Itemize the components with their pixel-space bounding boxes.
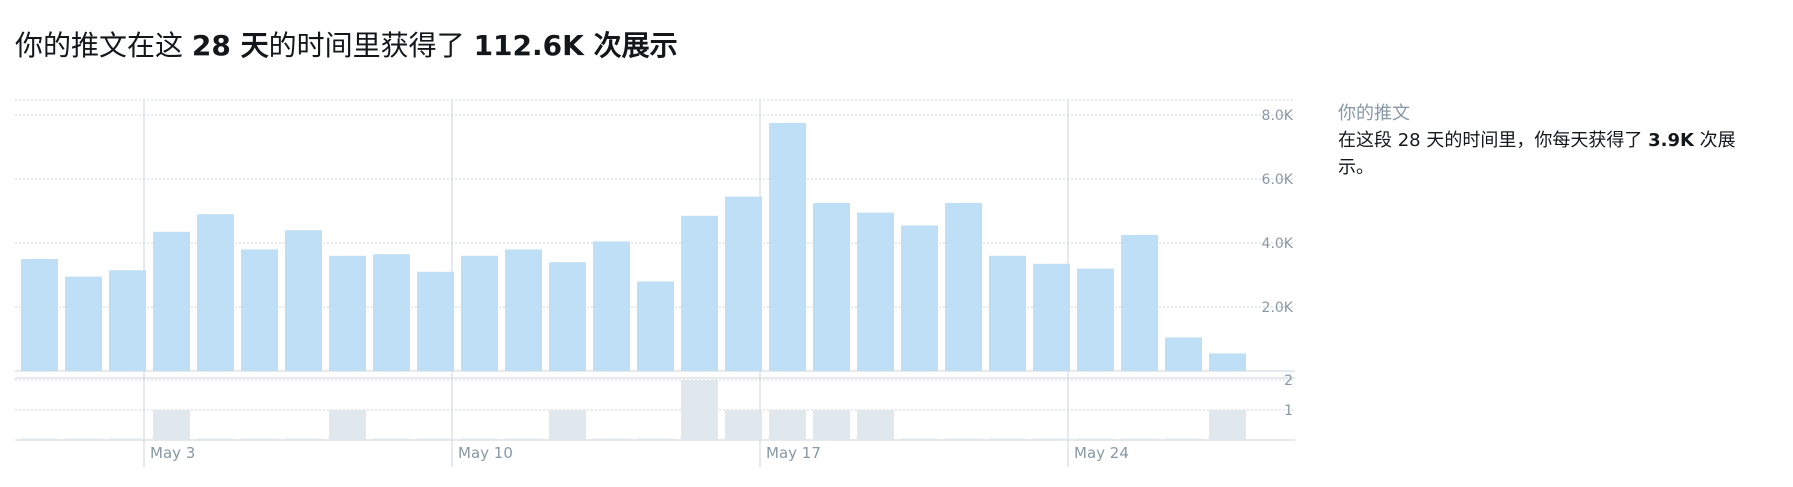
- impression-bar: [505, 249, 542, 371]
- engagement-bar: [725, 410, 762, 440]
- impression-bar: [329, 255, 366, 371]
- engagement-bar: [945, 438, 982, 440]
- impression-bar: [417, 271, 454, 371]
- impression-bar: [153, 231, 190, 371]
- impression-bar: [1165, 337, 1202, 371]
- summary-suffix: 次展示。: [1338, 130, 1736, 178]
- title-middle: 的时间里获得了: [268, 29, 465, 62]
- impression-bar: [1209, 353, 1246, 371]
- impression-bar: [593, 241, 630, 371]
- engagement-bar: [901, 438, 938, 440]
- title-days: 28 天: [191, 29, 269, 62]
- y-tick-label: 2: [1284, 373, 1293, 389]
- page-title: 你的推文在这 28 天的时间里获得了 112.6K 次展示: [15, 26, 678, 66]
- title-prefix: 你的推文在这: [15, 29, 184, 62]
- engagement-bar: [65, 438, 102, 440]
- y-tick-label: 1: [1284, 403, 1293, 419]
- impressions-chart: 2.0K 4.0K 6.0K 8.0K 1 2 May 3 May 10 May 17 May 2…: [15, 99, 1295, 467]
- engagement-bar: [549, 410, 586, 440]
- summary-text: 在这段 28 天的时间里，你每天获得了 3.9K 次展示。: [1338, 127, 1758, 181]
- summary-per-day: 3.9K: [1648, 130, 1694, 151]
- y-tick-label: 2.0K: [1262, 300, 1294, 316]
- impression-bar: [109, 270, 146, 371]
- summary-panel: 你的推文 在这段 28 天的时间里，你每天获得了 3.9K 次展示。: [1338, 100, 1758, 181]
- engagement-bar: [21, 438, 58, 440]
- engagement-bar: [813, 410, 850, 440]
- impression-bar: [21, 259, 58, 371]
- impression-bar: [901, 225, 938, 371]
- impression-bar: [1121, 235, 1158, 371]
- y-tick-label: 6.0K: [1262, 172, 1294, 188]
- engagement-bar: [1209, 410, 1246, 440]
- engagement-bar: [681, 380, 718, 440]
- y-tick-label: 8.0K: [1262, 108, 1294, 124]
- engagement-bar: [1077, 438, 1114, 440]
- engagement-bar: [769, 410, 806, 440]
- engagement-bar: [857, 410, 894, 440]
- impression-bar: [637, 281, 674, 371]
- impression-bar: [1077, 268, 1114, 371]
- impression-bar: [813, 203, 850, 371]
- impression-bar: [241, 249, 278, 371]
- x-tick-label: May 24: [1074, 444, 1129, 462]
- engagement-bar: [505, 438, 542, 440]
- impression-bar: [1033, 263, 1070, 371]
- x-tick-label: May 10: [458, 444, 513, 462]
- engagement-bar: [109, 438, 146, 440]
- impression-bar: [197, 214, 234, 371]
- impression-bar: [945, 203, 982, 371]
- engagement-bar: [1165, 438, 1202, 440]
- engagement-bar: [593, 438, 630, 440]
- engagement-bar: [1033, 438, 1070, 440]
- engagement-bar: [197, 438, 234, 440]
- y-tick-label: 4.0K: [1262, 236, 1294, 252]
- engagement-bar: [417, 438, 454, 440]
- engagement-bar: [285, 438, 322, 440]
- engagement-bar: [241, 438, 278, 440]
- impression-bar: [285, 230, 322, 371]
- engagement-bar: [989, 438, 1026, 440]
- title-total: 112.6K 次展示: [473, 29, 678, 62]
- engagement-bar: [461, 438, 498, 440]
- impression-bar: [65, 276, 102, 371]
- impression-bar: [681, 215, 718, 371]
- impression-bar: [857, 212, 894, 371]
- x-tick-label: May 3: [150, 444, 195, 462]
- impression-bar: [549, 262, 586, 371]
- impression-bar: [725, 196, 762, 371]
- summary-heading: 你的推文: [1338, 103, 1410, 124]
- engagement-bar: [1121, 438, 1158, 440]
- impression-bar: [769, 123, 806, 371]
- summary-prefix: 在这段 28 天的时间里，你每天获得了: [1338, 130, 1643, 151]
- impression-bar: [373, 254, 410, 371]
- engagement-bar: [637, 438, 674, 440]
- impression-bar: [989, 255, 1026, 371]
- engagement-bar: [329, 410, 366, 440]
- engagement-bar: [153, 410, 190, 440]
- engagement-bar: [373, 438, 410, 440]
- impression-bar: [461, 255, 498, 371]
- x-tick-label: May 17: [766, 444, 821, 462]
